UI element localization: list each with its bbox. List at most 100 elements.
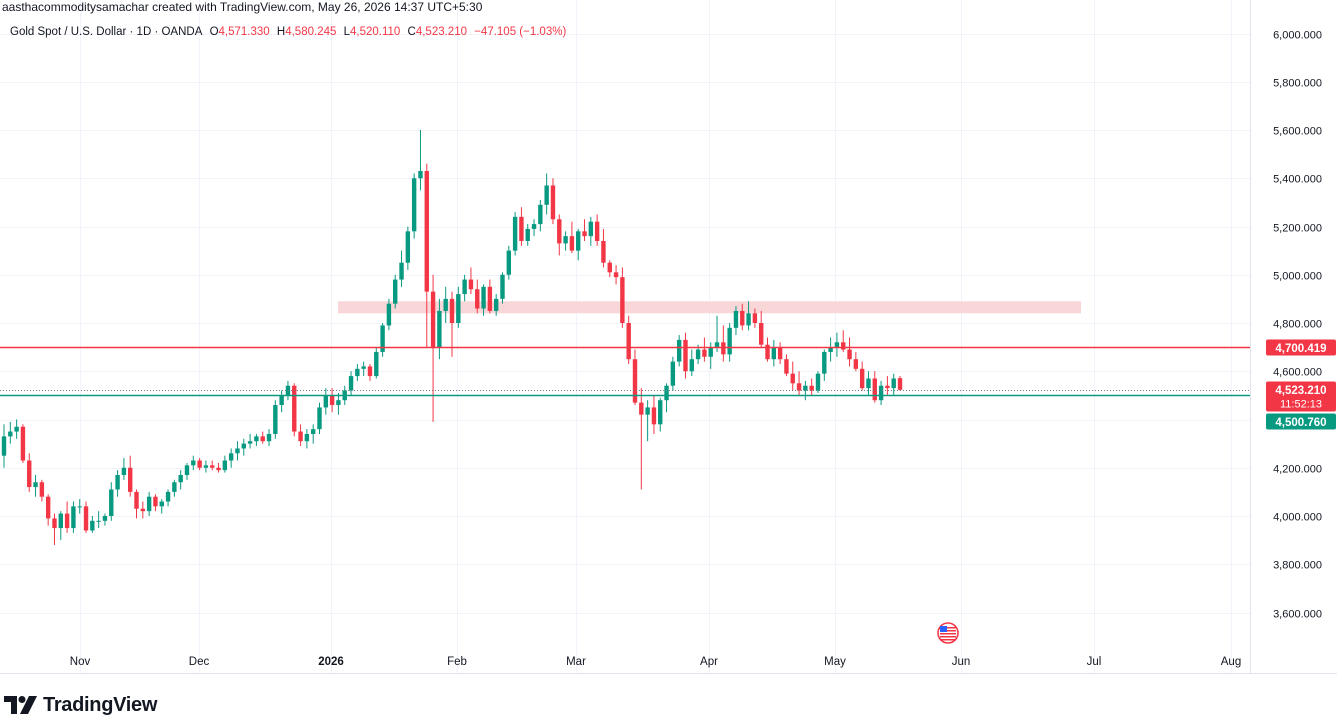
candle-body bbox=[815, 373, 821, 391]
tradingview-logo-icon bbox=[4, 696, 37, 714]
candle-body bbox=[437, 310, 442, 348]
candle-body bbox=[563, 236, 568, 244]
candle-body bbox=[651, 407, 657, 425]
candle bbox=[216, 462, 221, 473]
candle bbox=[746, 301, 751, 331]
candle bbox=[670, 356, 676, 391]
candle bbox=[809, 378, 814, 396]
candle-body bbox=[128, 467, 133, 492]
candle-body bbox=[809, 385, 814, 391]
candle bbox=[128, 455, 133, 497]
candle bbox=[228, 448, 234, 468]
x-tick-label: Nov bbox=[70, 656, 91, 668]
candle-body bbox=[803, 385, 808, 391]
candle-body bbox=[594, 221, 600, 241]
y-tick-label: 5,000.000 bbox=[1273, 271, 1322, 283]
candle bbox=[39, 479, 45, 502]
candle-body bbox=[468, 279, 474, 290]
candle bbox=[109, 482, 114, 521]
candle-body bbox=[153, 496, 158, 507]
candle bbox=[140, 501, 146, 519]
candle bbox=[45, 494, 51, 526]
symbol-legend: Gold Spot / U.S. Dollar · 1D · OANDA O4,… bbox=[10, 26, 566, 38]
candle-body bbox=[689, 359, 694, 372]
candle-body bbox=[702, 349, 707, 357]
y-tick-label: 5,400.000 bbox=[1273, 174, 1322, 186]
candle-body bbox=[64, 513, 70, 529]
candle-body bbox=[525, 228, 530, 241]
candle bbox=[538, 199, 543, 232]
candle bbox=[525, 224, 530, 246]
last-price-label: 4,523.210 bbox=[1275, 385, 1326, 397]
candle bbox=[475, 279, 480, 314]
price-line-tag-label: 4,500.760 bbox=[1275, 417, 1326, 429]
candle-body bbox=[102, 516, 108, 521]
candle bbox=[796, 371, 802, 396]
candle bbox=[20, 424, 26, 463]
candle bbox=[822, 349, 827, 381]
candle-body bbox=[796, 383, 802, 391]
candle bbox=[172, 479, 177, 497]
candle-body bbox=[374, 351, 379, 377]
candle bbox=[689, 349, 694, 377]
candle-body bbox=[620, 277, 625, 323]
candle-body bbox=[658, 400, 663, 425]
candle-body bbox=[355, 368, 360, 377]
candle-body bbox=[367, 366, 373, 377]
candle-body bbox=[304, 433, 310, 442]
candle bbox=[134, 489, 139, 519]
price-axis[interactable]: 6,000.000 5,800.000 5,600.000 5,400.000 5,20… bbox=[1250, 0, 1337, 673]
candle-body bbox=[298, 431, 303, 442]
candle-body bbox=[33, 482, 38, 488]
candle-body bbox=[178, 474, 183, 483]
resistance-zone-rect bbox=[338, 301, 1081, 314]
candle bbox=[115, 470, 120, 497]
candle-body bbox=[784, 359, 789, 374]
candle bbox=[891, 373, 896, 396]
time-axis[interactable]: Nov Dec 2026 Feb Mar Apr May Jun Jul Aug bbox=[0, 656, 1337, 674]
candle-body bbox=[235, 448, 240, 454]
candle bbox=[260, 431, 265, 444]
candle bbox=[304, 429, 310, 449]
candle bbox=[178, 470, 183, 490]
candle bbox=[645, 400, 650, 442]
candle bbox=[462, 274, 467, 302]
candle-body bbox=[588, 221, 594, 237]
candle-body bbox=[790, 373, 795, 384]
candle-body bbox=[418, 171, 423, 179]
candle-body bbox=[317, 407, 322, 430]
candle-body bbox=[847, 349, 852, 360]
candle-body bbox=[500, 274, 505, 299]
candle-body bbox=[664, 385, 669, 401]
candle-body bbox=[506, 250, 511, 275]
candle bbox=[1, 424, 7, 468]
candle-body bbox=[310, 429, 316, 434]
candle-body bbox=[203, 465, 209, 468]
candle bbox=[273, 400, 278, 439]
candle-body bbox=[273, 405, 278, 434]
candle-body bbox=[613, 272, 619, 278]
candle bbox=[355, 364, 360, 381]
candle-body bbox=[828, 347, 833, 352]
change-value: −47.105 (−1.03%) bbox=[474, 26, 567, 38]
candle-body bbox=[348, 376, 354, 391]
candle-body bbox=[872, 378, 877, 401]
candle-body bbox=[228, 453, 234, 461]
candle-body bbox=[891, 378, 896, 389]
candle bbox=[266, 429, 272, 447]
candle bbox=[418, 130, 423, 191]
candle bbox=[386, 298, 392, 331]
candle bbox=[733, 306, 739, 336]
candle bbox=[519, 207, 524, 246]
candle-body bbox=[885, 385, 890, 389]
last-price-tag bbox=[1266, 381, 1336, 412]
candle-body bbox=[721, 342, 726, 355]
candle-body bbox=[531, 224, 537, 229]
tradingview-logo[interactable]: TradingView bbox=[4, 693, 157, 717]
candle-body bbox=[77, 506, 82, 508]
candle-body bbox=[897, 378, 903, 390]
resistance-zone bbox=[338, 301, 1081, 314]
candle bbox=[601, 228, 606, 268]
candle bbox=[71, 501, 76, 533]
